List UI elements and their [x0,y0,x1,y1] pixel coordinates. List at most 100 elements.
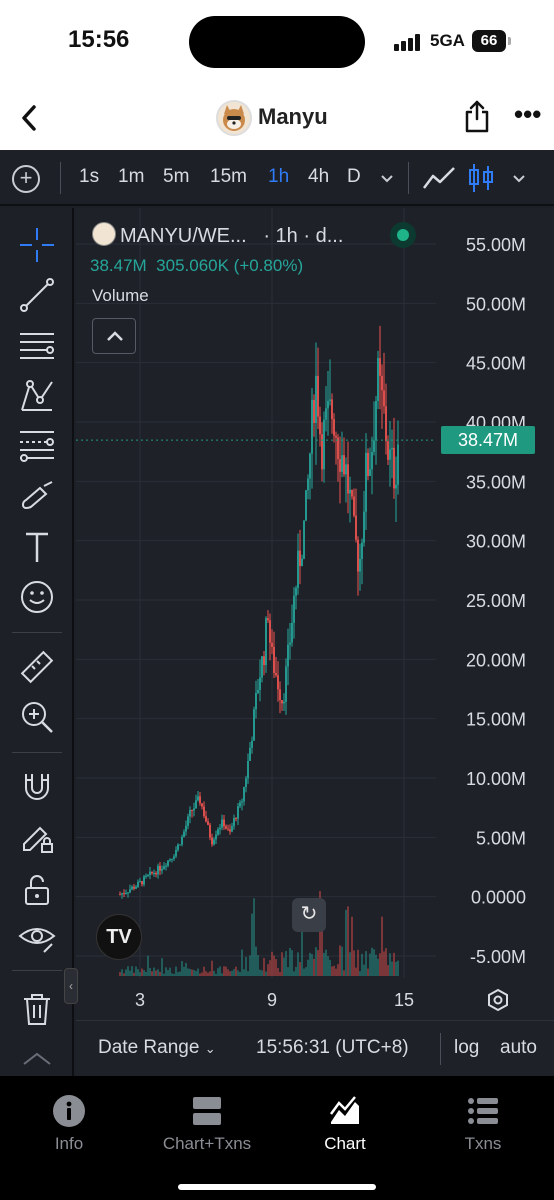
share-icon[interactable] [462,98,492,134]
emoji-icon[interactable] [18,578,56,616]
volume-bar [393,952,395,976]
chevron-down-icon[interactable] [512,172,526,186]
chevron-down-icon[interactable] [380,172,394,186]
chart-pane[interactable]: 55.00M 50.00M 45.00M 40.00M 35.00M 30.00M 25.0… [76,208,554,1020]
volume-bar [291,950,293,976]
toolbar-collapse-handle[interactable]: ‹ [64,968,78,1004]
interval-5m[interactable]: 5m [163,166,190,187]
candle-body [307,478,309,491]
pattern-icon[interactable] [18,376,56,414]
volume-bar [325,949,327,976]
candle-body [325,408,327,420]
volume-bar [379,953,381,976]
unlock-icon[interactable] [18,870,56,908]
symbol-label[interactable]: MANYU/WE... [120,225,247,247]
volume-bar [305,967,307,976]
volume-bar [211,960,213,976]
live-status-icon [390,222,416,248]
crosshair-icon[interactable] [18,226,56,264]
zoom-in-icon[interactable] [18,698,56,736]
interval-4h[interactable]: 4h [308,166,330,187]
interval-1s[interactable]: 1s [79,166,100,187]
text-icon[interactable] [18,528,56,566]
candle-body [309,453,311,479]
volume-bar [159,971,161,976]
horizontal-lines-icon[interactable] [18,326,56,364]
eye-icon[interactable] [18,918,56,956]
candles-chart-type-icon[interactable] [466,162,496,194]
volume-bar [307,959,309,976]
volume-bar [385,948,387,976]
candle-body [279,689,281,701]
volume-bar [253,898,255,976]
volume-bar [381,916,383,976]
price-axis-label: 0.0000 [471,888,526,908]
auto-toggle[interactable]: auto [500,1037,537,1058]
log-toggle[interactable]: log [454,1037,480,1058]
volume-bar [131,966,133,976]
lock-drawing-icon[interactable] [18,818,56,856]
candle-body [311,399,313,454]
candle-body [233,818,235,827]
tab-label: Txns [464,1134,502,1153]
price-axis-label: -5.00M [470,947,526,967]
volume-bar [383,951,385,976]
interval-source-label: · 1h · d... [263,225,344,247]
home-indicator [178,1184,376,1190]
network-label: 5GA [430,31,465,50]
volume-bar [155,970,157,976]
candle-body [123,893,125,895]
candle-body [159,865,161,871]
brush-icon[interactable] [18,478,56,516]
candle-body [147,874,149,876]
volume-bar [123,973,125,976]
candle-body [241,801,243,803]
interval-1h[interactable]: 1h [268,166,290,187]
tab-chart[interactable]: Chart [276,1094,414,1154]
interval-d[interactable]: D [347,166,361,187]
candle-body [265,618,267,666]
candlestick-chart[interactable]: 55.00M50.00M45.00M40.00M35.00M30.00M25.0… [76,208,554,1020]
time-axis-label: 15 [394,990,414,1010]
utc-clock[interactable]: 15:56:31 (UTC+8) [256,1037,409,1058]
price-axis-label: 5.00M [476,828,526,848]
trend-line-icon[interactable] [18,276,56,314]
chart-legend-values: 38.47M 305.060K (+0.80%) [90,256,303,276]
volume-bar [231,970,233,976]
trash-icon[interactable] [18,990,56,1028]
dynamic-island [189,16,365,68]
add-symbol-button[interactable]: + [12,165,40,193]
nav-bar: Manyu ••• [0,88,554,150]
fib-retracement-icon[interactable] [18,426,56,464]
volume-bar [363,964,365,976]
candle-body [155,872,157,875]
candle-body [267,618,269,621]
volume-bar [205,971,207,976]
price-axis-label: 45.00M [466,354,526,374]
back-icon[interactable] [16,102,44,134]
magnet-icon[interactable] [18,768,56,806]
tab-txns[interactable]: Txns [414,1094,552,1154]
date-range-button[interactable]: Date Range ⌄ [98,1037,216,1059]
volume-bar [239,972,241,976]
tab-info[interactable]: Info [0,1094,138,1154]
line-chart-type-icon[interactable] [422,164,456,192]
tradingview-logo[interactable]: TV [96,914,142,960]
candle-body [161,868,163,871]
interval-15m[interactable]: 15m [210,166,247,187]
time-axis-settings-icon[interactable] [486,988,510,1012]
more-icon[interactable]: ••• [514,99,542,129]
tab-chart-txns[interactable]: Chart+Txns [138,1094,276,1154]
volume-bar [243,969,245,976]
volume-bar [347,906,349,976]
chevron-up-icon [107,331,123,341]
interval-1m[interactable]: 1m [118,166,145,187]
reset-chart-button[interactable]: ↻ [292,898,326,932]
chart-icon [329,1096,359,1124]
candle-body [329,399,331,401]
chevron-up-icon[interactable] [18,1048,56,1068]
ruler-icon[interactable] [18,648,56,686]
change-value: 305.060K (+0.80%) [156,256,304,275]
collapse-legend-button[interactable] [92,318,136,354]
price-axis-label: 20.00M [466,650,526,670]
